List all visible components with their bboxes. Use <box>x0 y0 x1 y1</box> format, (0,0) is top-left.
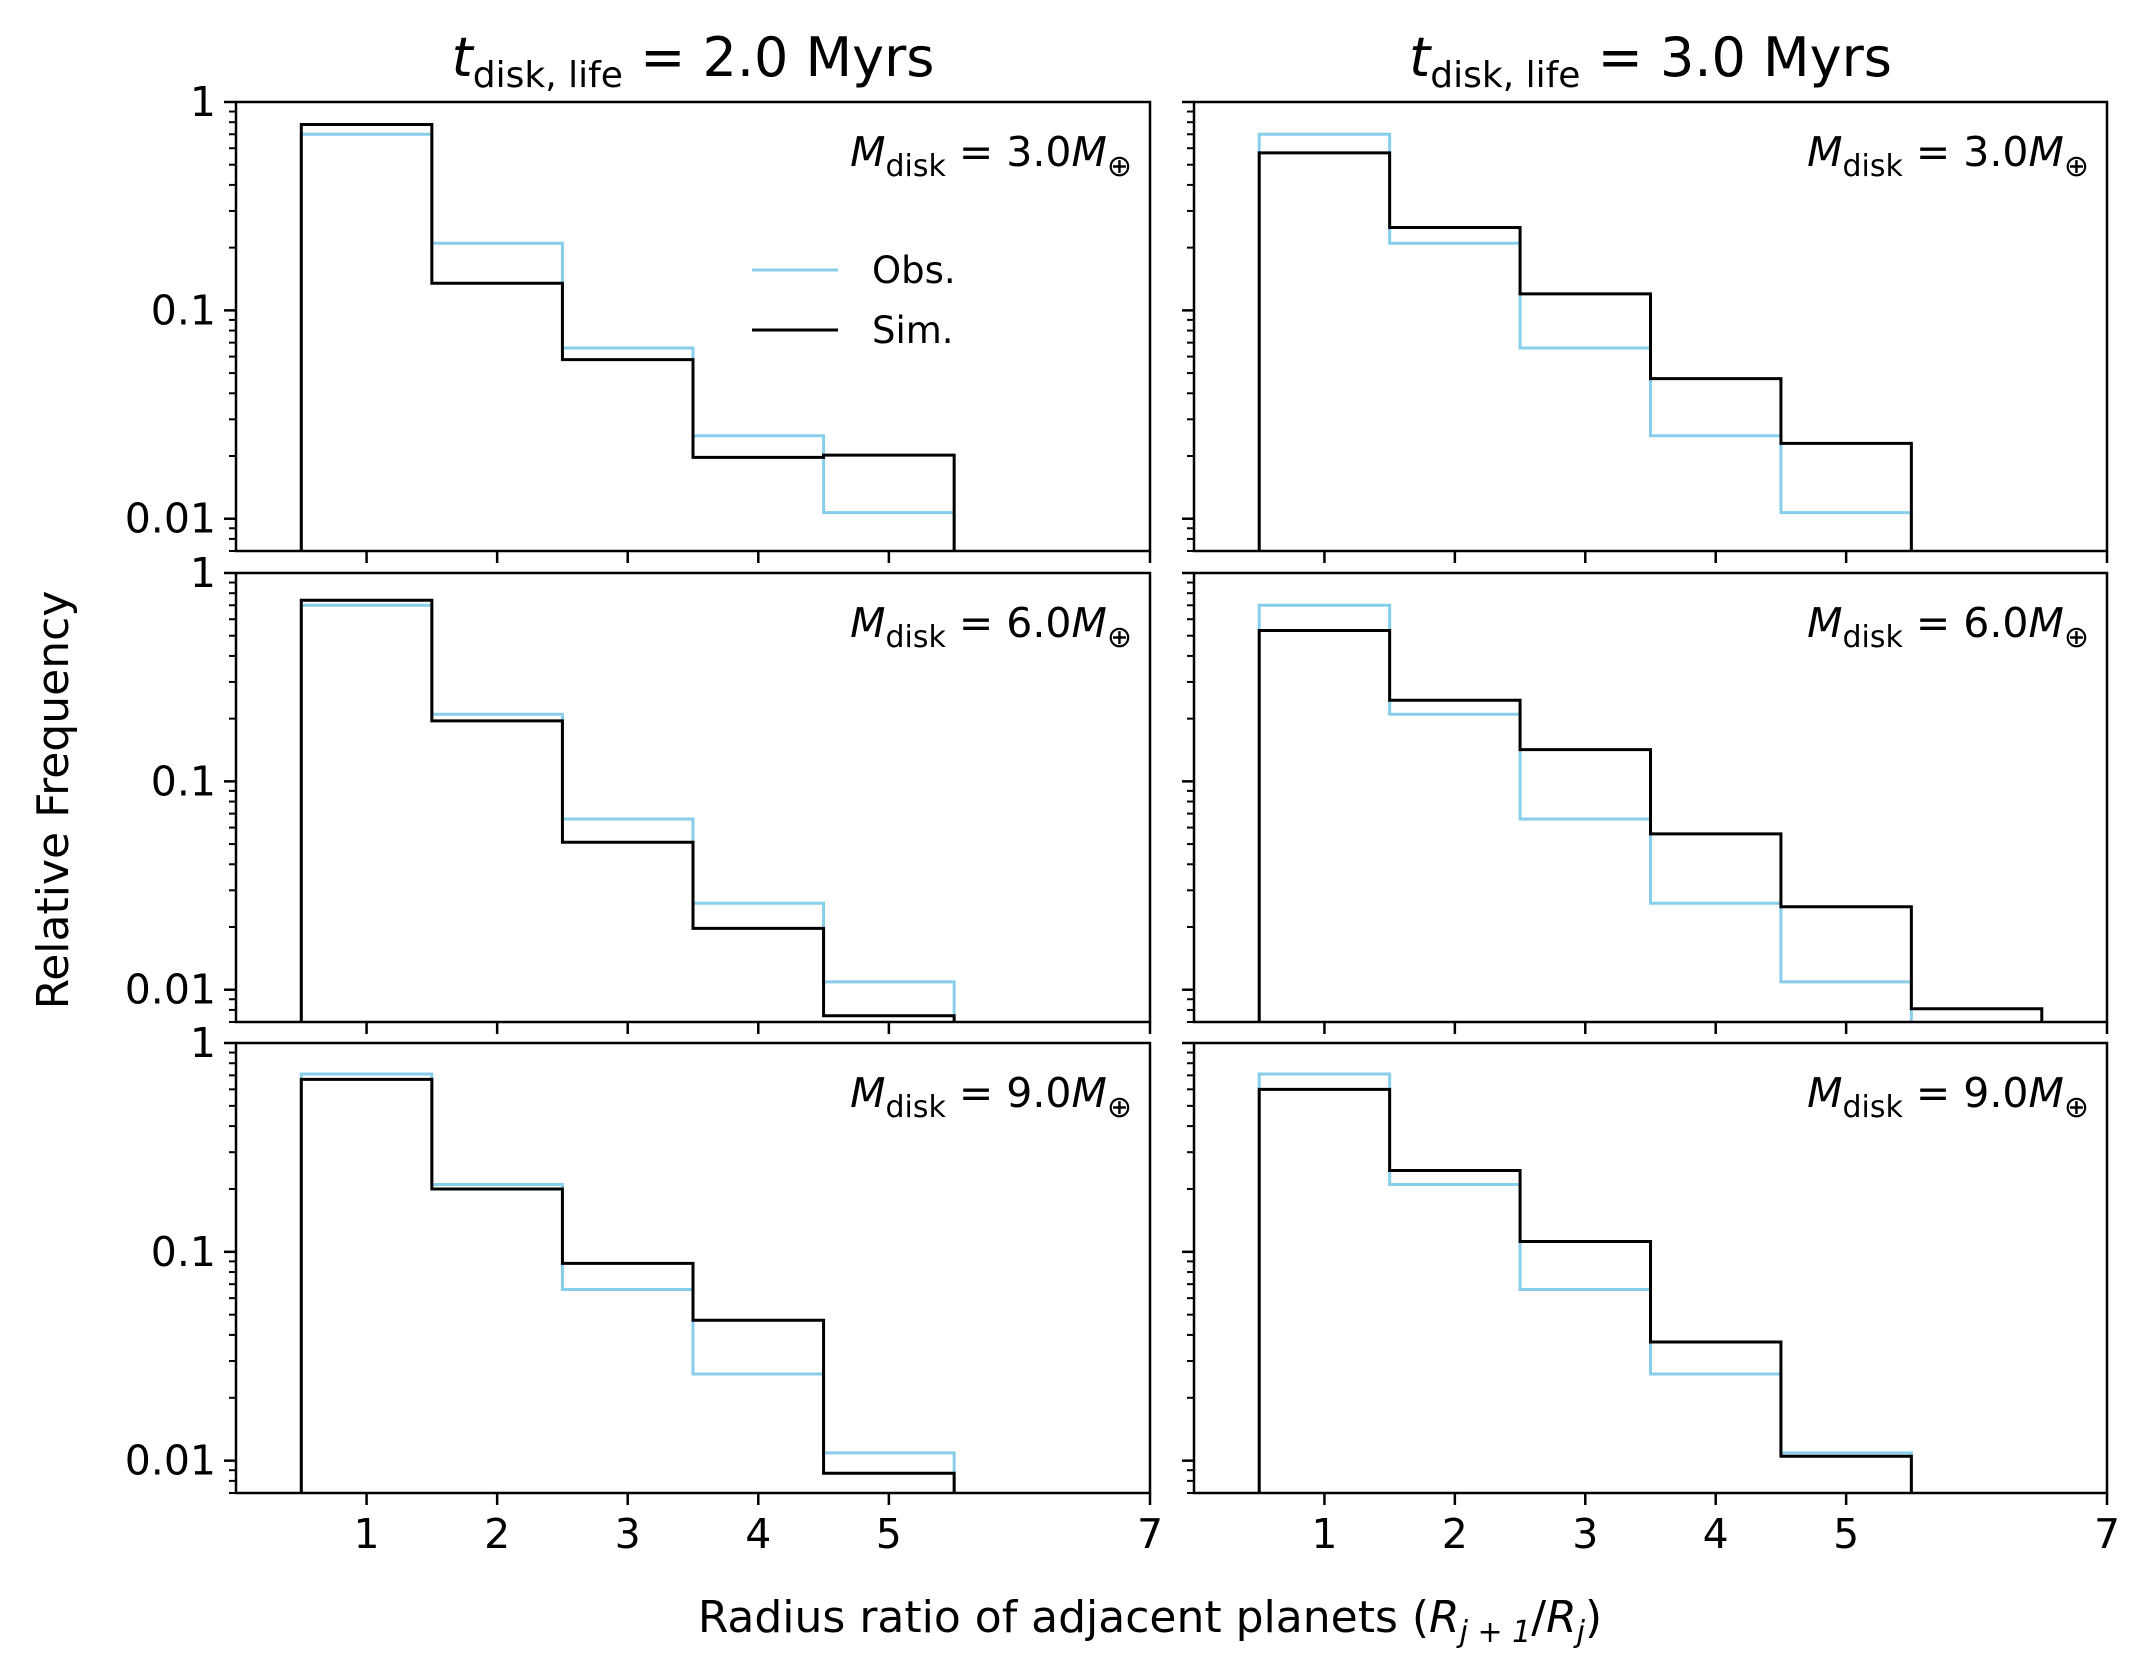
obs-histogram-line <box>1257 603 1913 1022</box>
axes-frame <box>1192 100 2109 553</box>
axes-frame <box>1192 1041 2109 1495</box>
x-tick-label: 7 <box>2094 1510 2120 1558</box>
x-tick-label: 1 <box>1311 1510 1337 1558</box>
sim-histogram-line <box>1257 628 2044 1022</box>
y-tick-label: 1 <box>190 78 216 126</box>
axes-frame <box>234 571 1152 1024</box>
panel-0-1: Mdisk = 3.0M⊕ <box>1182 100 2109 563</box>
y-tick-label: 0.1 <box>151 1228 216 1276</box>
y-tick-label: 0.01 <box>125 495 216 543</box>
y-tick-label: 0.01 <box>125 966 216 1014</box>
y-axis-label: Relative Frequency <box>28 591 79 1010</box>
panel-0-0: 1 0.1 0.01 Mdisk = 3.0M⊕ <box>125 78 1152 563</box>
panel-1-0: 1 0.1 0.01 Mdisk = 6.0M⊕ <box>125 549 1152 1034</box>
panel-2-1: 1 2 3 4 5 7 Mdisk = 9.0M⊕ <box>1182 1041 2120 1558</box>
obs-histogram-line <box>299 603 956 1022</box>
obs-histogram-line <box>299 1072 956 1493</box>
legend-obs-label: Obs. <box>872 249 956 292</box>
x-tick-label: 2 <box>484 1510 510 1558</box>
axes-frame <box>234 100 1152 553</box>
sim-histogram-line <box>1257 1087 1913 1493</box>
x-tick-label: 5 <box>1833 1510 1859 1558</box>
x-axis-label: Radius ratio of adjacent planets (Rj + 1… <box>698 1592 1602 1650</box>
panel-mass-label: Mdisk = 6.0M⊕ <box>850 599 1132 655</box>
panel-2-0: 1 0.1 0.01 1 2 3 4 5 7 Mdisk = 9.0M⊕ <box>125 1019 1163 1558</box>
obs-histogram-line <box>299 132 956 551</box>
panel-mass-label: Mdisk = 9.0M⊕ <box>1807 1069 2089 1125</box>
panel-mass-label: Mdisk = 3.0M⊕ <box>850 128 1132 184</box>
y-tick-label: 0.1 <box>151 757 216 805</box>
sim-histogram-line <box>299 598 956 1022</box>
x-tick-label: 5 <box>876 1510 902 1558</box>
sim-histogram-line <box>1257 151 1913 551</box>
x-tick-label: 4 <box>1703 1510 1729 1558</box>
axes-frame <box>234 1041 1152 1495</box>
column-titles: tdisk, life = 2.0 Myrs tdisk, life = 3.0 … <box>452 26 1892 96</box>
legend-sim-label: Sim. <box>872 309 954 352</box>
x-tick-label: 3 <box>615 1510 641 1558</box>
panel-1-1: Mdisk = 6.0M⊕ <box>1182 571 2109 1034</box>
sim-histogram-line <box>299 1077 956 1493</box>
y-tick-label: 1 <box>190 549 216 597</box>
x-tick-label: 4 <box>745 1510 771 1558</box>
x-tick-label: 7 <box>1137 1510 1163 1558</box>
panels: 1 0.1 0.01 Mdisk = 3.0M⊕ Mdisk = 3.0M⊕ 1 0.1 0.… <box>125 78 2120 1558</box>
sim-histogram-line <box>299 122 956 551</box>
x-tick-label: 2 <box>1442 1510 1468 1558</box>
legend: Obs. Sim. <box>752 249 956 352</box>
x-tick-label: 1 <box>354 1510 380 1558</box>
obs-histogram-line <box>1257 132 1913 551</box>
panel-mass-label: Mdisk = 9.0M⊕ <box>850 1069 1132 1125</box>
column-title: tdisk, life = 2.0 Myrs <box>452 26 935 96</box>
obs-histogram-line <box>1257 1072 1913 1493</box>
x-tick-label: 3 <box>1572 1510 1598 1558</box>
panel-mass-label: Mdisk = 6.0M⊕ <box>1807 599 2089 655</box>
y-tick-label: 0.01 <box>125 1437 216 1485</box>
y-tick-label: 0.1 <box>151 286 216 334</box>
column-title: tdisk, life = 3.0 Myrs <box>1409 26 1892 96</box>
panel-mass-label: Mdisk = 3.0M⊕ <box>1807 128 2089 184</box>
y-tick-label: 1 <box>190 1019 216 1067</box>
axes-frame <box>1192 571 2109 1024</box>
